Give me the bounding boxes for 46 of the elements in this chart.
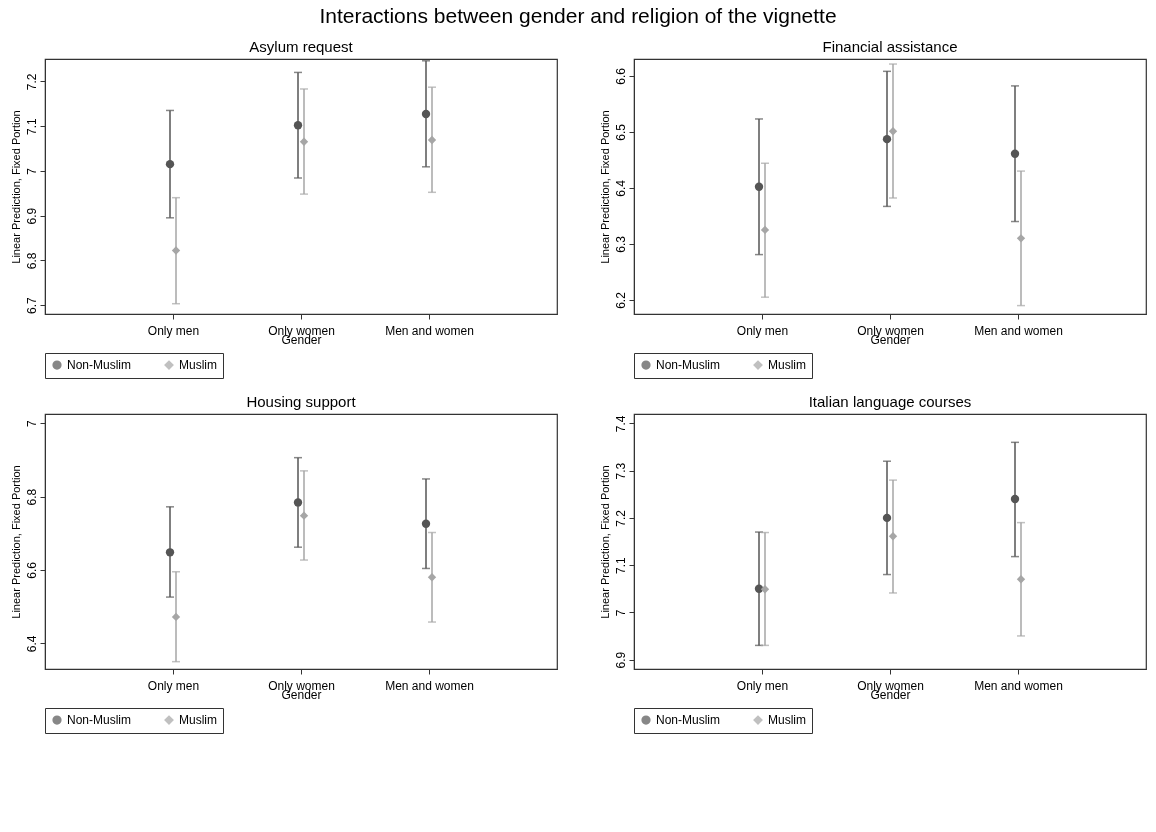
y-tick-label: 6.9 [613, 651, 628, 669]
y-axis-title: Linear Prediction, Fixed Portion [598, 465, 611, 619]
y-tick-label: 7.1 [613, 556, 628, 574]
legend-label: Non-Muslim [67, 713, 132, 728]
legend-label: Non-Muslim [67, 358, 132, 373]
legend-label: Muslim [768, 358, 806, 373]
y-tick-label: 7.3 [613, 462, 628, 480]
text: Interactions between gender and religion of the vignette [318, 4, 838, 28]
y-tick-label: 6.6 [24, 561, 39, 579]
y-axis-title: Linear Prediction, Fixed Portion [9, 465, 22, 619]
y-axis-title: Linear Prediction, Fixed Portion [598, 110, 611, 264]
legend-label: Muslim [768, 713, 806, 728]
y-tick-label: 6.6 [613, 67, 628, 85]
legend-label: Muslim [179, 713, 217, 728]
y-tick-label: 7.2 [613, 509, 628, 527]
x-tick-label: Men and women [385, 323, 474, 338]
x-tick-label: Men and women [385, 678, 474, 693]
legend-label: Muslim [179, 358, 217, 373]
y-tick-label: 7 [613, 609, 628, 617]
y-axis-title: Linear Prediction, Fixed Portion [9, 110, 22, 264]
y-tick-label: 6.7 [24, 296, 39, 314]
y-tick-label: 6.8 [24, 488, 39, 506]
y-tick-label: 6.3 [613, 235, 628, 253]
y-tick-label: 6.4 [24, 635, 39, 653]
chart-title: Asylum request [249, 38, 354, 55]
legend-label: Non-Muslim [656, 713, 721, 728]
y-tick-label: 7 [24, 167, 39, 175]
y-tick-label: 6.2 [613, 291, 628, 309]
y-tick-label: 6.9 [24, 207, 39, 225]
y-tick-label: 6.5 [613, 123, 628, 141]
y-tick-label: 6.8 [24, 252, 39, 270]
chart-title: Housing support [246, 393, 357, 410]
x-tick-label: Only men [736, 678, 789, 693]
y-tick-label: 6.4 [613, 179, 628, 197]
legend-label: Non-Muslim [656, 358, 721, 373]
x-tick-label: Men and women [974, 323, 1063, 338]
chart-title: Italian language courses [808, 393, 972, 410]
x-tick-label: Men and women [974, 678, 1063, 693]
y-tick-label: 7.2 [24, 73, 39, 91]
y-tick-label: 7.4 [613, 415, 628, 433]
x-tick-label: Only men [736, 323, 789, 338]
y-tick-label: 7.1 [24, 117, 39, 135]
x-tick-label: Only men [147, 323, 200, 338]
chart-title: Financial assistance [822, 38, 958, 55]
y-tick-label: 7 [24, 420, 39, 428]
x-tick-label: Only men [147, 678, 200, 693]
